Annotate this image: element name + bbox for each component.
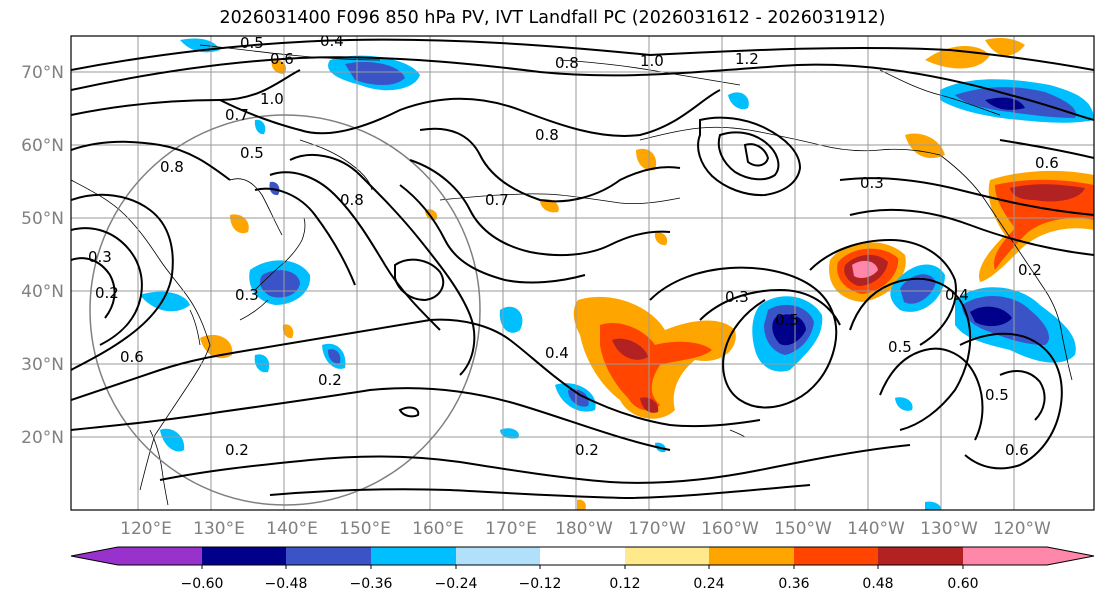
lat-label-20n: 20°N [21, 428, 64, 448]
colorbar-segment [625, 547, 709, 565]
contour-label: 0.8 [340, 191, 364, 209]
contour-label: 0.8 [555, 54, 579, 72]
contour-label: 0.5 [240, 144, 264, 162]
landfall-circle [89, 114, 481, 506]
lon-label: 130°E [193, 519, 245, 539]
contour-label: 0.5 [985, 386, 1009, 404]
contour-label: 0.5 [775, 311, 799, 329]
colorbar: −0.60 −0.48 −0.36 −0.24 −0.12 0.12 0.24 … [70, 546, 1095, 592]
contour-label: 0.7 [225, 106, 249, 124]
contour-label: 0.2 [225, 441, 249, 459]
colorbar-tick-label: 0.48 [862, 576, 893, 592]
lon-label: 170°W [628, 519, 686, 539]
lon-label: 130°W [920, 519, 978, 539]
lat-label-40n: 40°N [21, 282, 64, 302]
colorbar-segment [709, 547, 794, 565]
contour-label: 0.3 [88, 248, 112, 266]
contour-label: 0.3 [235, 286, 259, 304]
longitude-labels: 120°E 130°E 140°E 150°E 160°E 170°E 180°… [120, 519, 1051, 539]
coastlines [71, 44, 1073, 506]
colorbar-tick-label: −0.60 [181, 576, 224, 592]
colorbar-segment [878, 547, 963, 565]
contour-label: 0.6 [1035, 154, 1059, 172]
lon-label: 180°W [555, 519, 613, 539]
contour-label: 0.4 [545, 344, 569, 362]
contour-label: 0.6 [270, 50, 294, 68]
contour-label: 1.0 [640, 52, 664, 70]
contour-labels: 0.4 0.5 0.8 1.0 1.2 0.7 0.8 1.0 0.8 0.5 … [88, 32, 1059, 459]
latitude-labels: 70°N 60°N 50°N 40°N 30°N 20°N [21, 63, 64, 448]
lat-label-50n: 50°N [21, 209, 64, 229]
map-panel: 0.4 0.5 0.8 1.0 1.2 0.7 0.8 1.0 0.8 0.5 … [70, 32, 1095, 511]
graticule [71, 36, 1094, 510]
contour-label: 0.2 [95, 284, 119, 302]
colorbar-segment [540, 547, 625, 565]
colorbar-tick-label: −0.24 [435, 576, 478, 592]
colorbar-segment [286, 547, 371, 565]
map-title: 2026031400 F096 850 hPa PV, IVT Landfall… [219, 8, 886, 28]
contour-label: 0.2 [318, 371, 342, 389]
lon-label: 150°E [339, 519, 391, 539]
contour-label: 0.4 [320, 32, 344, 50]
contour-label: 1.2 [735, 50, 759, 68]
contour-label: 0.3 [860, 174, 884, 192]
contour-label: 0.3 [725, 288, 749, 306]
lon-label: 120°W [993, 519, 1051, 539]
contour-label: 0.8 [160, 158, 184, 176]
contour-label: 0.2 [1018, 261, 1042, 279]
contour-label: 0.8 [535, 126, 559, 144]
contour-label: 1.0 [260, 90, 284, 108]
colorbar-segment [371, 547, 456, 565]
lat-label-60n: 60°N [21, 136, 64, 156]
colorbar-tick-label: −0.36 [350, 576, 393, 592]
pv-contours [71, 38, 1094, 500]
colorbar-segment [794, 547, 878, 565]
colorbar-tick-label: −0.48 [265, 576, 308, 592]
lon-label: 160°E [412, 519, 464, 539]
colorbar-tick-label: 0.60 [947, 576, 978, 592]
lat-label-70n: 70°N [21, 63, 64, 83]
contour-label: 0.2 [575, 441, 599, 459]
colorbar-segment [456, 547, 540, 565]
lon-label: 140°E [266, 519, 318, 539]
colorbar-segment [202, 547, 286, 565]
colorbar-segment [1047, 547, 1094, 565]
contour-label: 0.5 [888, 338, 912, 356]
colorbar-segment [963, 547, 1047, 565]
colorbar-segment [71, 547, 118, 565]
colorbar-tick-label: 0.12 [609, 576, 640, 592]
contour-label: 0.7 [485, 191, 509, 209]
contour-label: 0.4 [945, 286, 969, 304]
contour-label: 0.6 [1005, 441, 1029, 459]
lon-label: 120°E [120, 519, 172, 539]
colorbar-segment [118, 547, 202, 565]
colorbar-tick-label: 0.24 [693, 576, 724, 592]
lon-label: 170°E [485, 519, 537, 539]
contour-label: 0.5 [240, 34, 264, 52]
contour-label: 0.6 [120, 348, 144, 366]
lon-label: 160°W [701, 519, 759, 539]
lon-label: 150°W [774, 519, 832, 539]
lon-label: 140°W [847, 519, 905, 539]
lat-label-30n: 30°N [21, 355, 64, 375]
colorbar-tick-label: −0.12 [519, 576, 562, 592]
colorbar-tick-label: 0.36 [778, 576, 809, 592]
